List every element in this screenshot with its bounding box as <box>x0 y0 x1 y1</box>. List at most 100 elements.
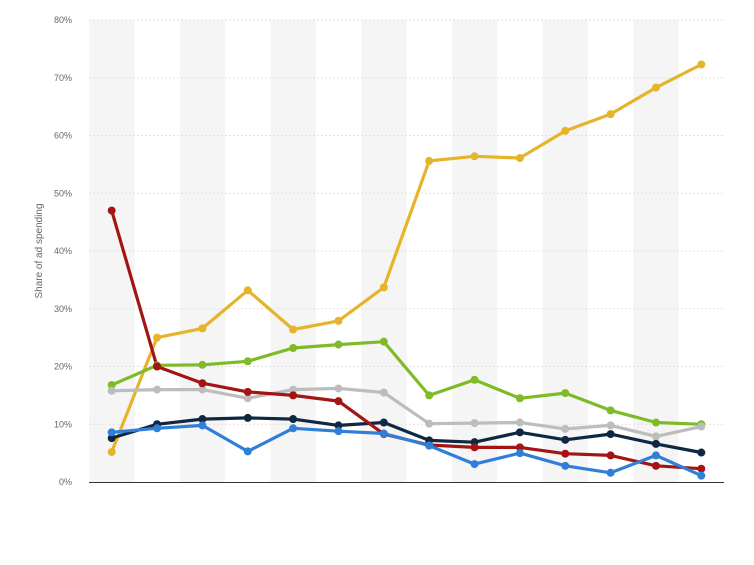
series-4-point[interactable] <box>651 439 660 448</box>
series-3-point[interactable] <box>334 384 343 393</box>
series-3-point[interactable] <box>243 394 252 403</box>
series-6-point[interactable] <box>470 460 479 469</box>
gridlines <box>89 19 724 425</box>
series-lines <box>110 62 703 478</box>
series-4-point[interactable] <box>334 421 343 430</box>
series-5-point[interactable] <box>198 379 207 388</box>
series-5-point[interactable] <box>243 387 252 396</box>
y-tick-label: 20% <box>54 362 72 372</box>
series-5-point[interactable] <box>606 451 615 460</box>
series-5-point[interactable] <box>515 443 524 452</box>
series-3-point[interactable] <box>425 419 434 428</box>
series-6-point[interactable] <box>198 421 207 430</box>
series-1-point[interactable] <box>425 156 434 165</box>
series-3-point[interactable] <box>107 386 116 395</box>
series-1-point[interactable] <box>697 60 706 69</box>
series-5-point[interactable] <box>651 461 660 470</box>
series-2-point[interactable] <box>243 357 252 366</box>
series-2-point[interactable] <box>107 380 116 389</box>
series-line-6 <box>110 423 703 478</box>
y-tick-label: 60% <box>54 131 72 141</box>
y-tick-label: 30% <box>54 304 72 314</box>
y-axis-ticks: 0% 10% 20% 30% 40% 50% 60% 70% 80% <box>54 15 72 487</box>
series-6-point[interactable] <box>334 427 343 436</box>
series-1-point[interactable] <box>243 286 252 295</box>
series-6-point[interactable] <box>243 447 252 456</box>
series-2-point[interactable] <box>515 394 524 403</box>
series-5-point[interactable] <box>289 391 298 400</box>
series-4-point[interactable] <box>289 415 298 424</box>
series-3-point[interactable] <box>651 432 660 441</box>
series-2-point[interactable] <box>651 418 660 427</box>
series-2-point[interactable] <box>289 344 298 353</box>
series-2-point[interactable] <box>379 337 388 346</box>
series-2-point[interactable] <box>198 360 207 369</box>
series-1-point[interactable] <box>107 447 116 456</box>
series-line-2 <box>110 340 703 426</box>
series-1-point[interactable] <box>651 83 660 92</box>
series-1-point[interactable] <box>198 324 207 333</box>
series-6-point[interactable] <box>289 424 298 433</box>
series-1-point[interactable] <box>606 110 615 119</box>
column-band <box>225 20 271 482</box>
series-1-point[interactable] <box>379 283 388 292</box>
series-1-point[interactable] <box>153 333 162 342</box>
series-5-point[interactable] <box>153 362 162 371</box>
series-6-point[interactable] <box>379 429 388 438</box>
series-2-point[interactable] <box>470 375 479 384</box>
series-2-point[interactable] <box>425 391 434 400</box>
series-5-point[interactable] <box>697 464 706 473</box>
series-4-point[interactable] <box>243 413 252 422</box>
y-tick-label: 80% <box>54 15 72 25</box>
series-1-point[interactable] <box>334 316 343 325</box>
series-1-point[interactable] <box>289 325 298 334</box>
series-points <box>107 60 706 480</box>
series-3-point[interactable] <box>289 385 298 394</box>
series-6-point[interactable] <box>606 468 615 477</box>
series-4-point[interactable] <box>606 430 615 439</box>
series-3-point[interactable] <box>561 424 570 433</box>
series-1-point[interactable] <box>515 154 524 163</box>
series-6-point[interactable] <box>107 428 116 437</box>
column-band <box>361 20 407 482</box>
series-3-point[interactable] <box>153 385 162 394</box>
y-tick-label: 70% <box>54 73 72 83</box>
series-4-point[interactable] <box>697 448 706 457</box>
series-3-point[interactable] <box>606 421 615 430</box>
series-3-point[interactable] <box>198 385 207 394</box>
series-5-point[interactable] <box>470 443 479 452</box>
series-4-point[interactable] <box>379 418 388 427</box>
series-1-point[interactable] <box>470 152 479 161</box>
y-tick-label: 50% <box>54 188 72 198</box>
y-tick-label: 0% <box>59 477 72 487</box>
series-5-point[interactable] <box>561 449 570 458</box>
y-tick-label: 40% <box>54 246 72 256</box>
series-3-point[interactable] <box>515 418 524 427</box>
series-line-4 <box>110 416 703 455</box>
series-3-point[interactable] <box>697 422 706 431</box>
series-2-point[interactable] <box>334 340 343 349</box>
series-6-point[interactable] <box>561 461 570 470</box>
series-3-point[interactable] <box>379 388 388 397</box>
series-6-point[interactable] <box>651 451 660 460</box>
y-tick-label: 10% <box>54 419 72 429</box>
series-4-point[interactable] <box>107 434 116 443</box>
y-axis-label: Share of ad spending <box>34 203 45 298</box>
series-3-point[interactable] <box>470 419 479 428</box>
series-4-point[interactable] <box>561 435 570 444</box>
series-line-3 <box>110 386 703 438</box>
series-4-point[interactable] <box>198 415 207 424</box>
series-2-point[interactable] <box>561 389 570 398</box>
series-5-point[interactable] <box>107 206 116 215</box>
series-5-point[interactable] <box>334 397 343 406</box>
series-4-point[interactable] <box>515 428 524 437</box>
series-6-point[interactable] <box>515 449 524 458</box>
series-6-point[interactable] <box>425 441 434 450</box>
column-band <box>497 20 543 482</box>
series-6-point[interactable] <box>697 471 706 480</box>
series-6-point[interactable] <box>153 424 162 433</box>
series-1-point[interactable] <box>561 126 570 135</box>
series-2-point[interactable] <box>606 406 615 415</box>
